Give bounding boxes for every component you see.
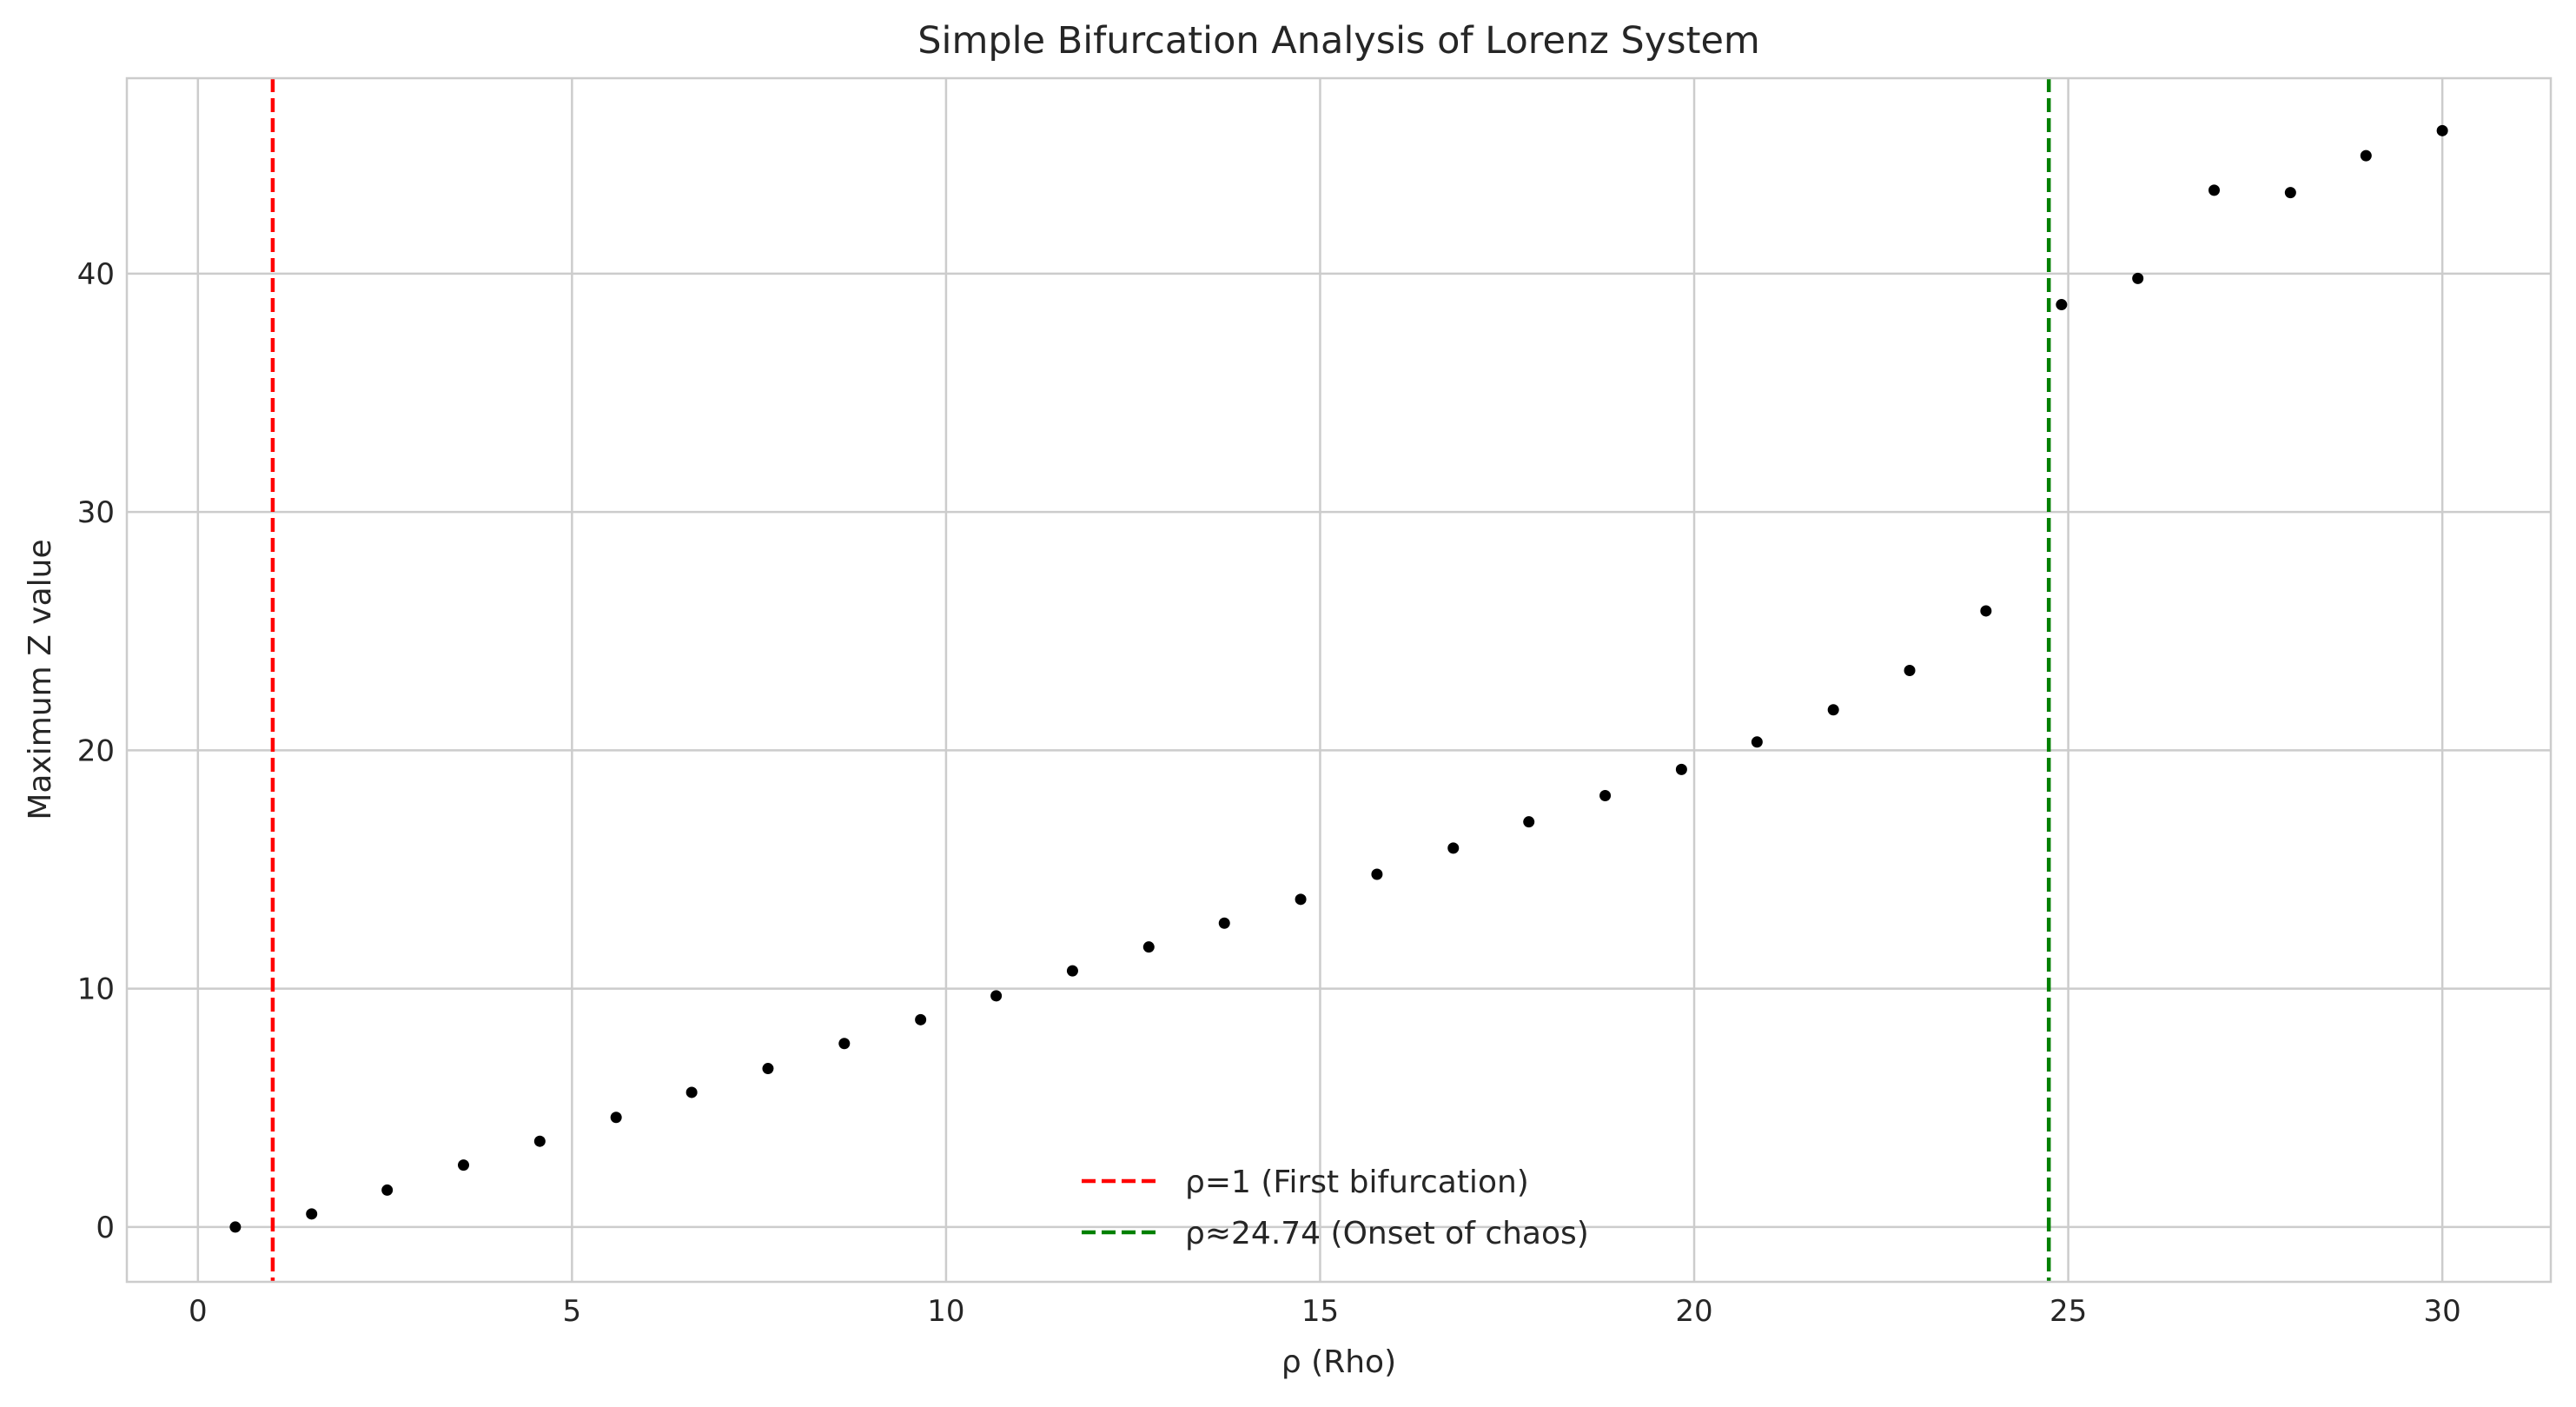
y-tick-labels: 0 10 20 30 40 xyxy=(77,257,115,1245)
data-point xyxy=(1751,736,1763,748)
y-tick-label: 30 xyxy=(77,495,115,530)
data-point xyxy=(762,1063,774,1075)
x-tick-label: 30 xyxy=(2424,1294,2461,1329)
data-point xyxy=(990,990,1003,1002)
data-point xyxy=(381,1184,394,1196)
data-point xyxy=(1447,842,1460,854)
data-point xyxy=(2056,299,2068,311)
data-point xyxy=(685,1086,698,1098)
y-tick-label: 10 xyxy=(77,972,115,1007)
legend-label-onset-of-chaos: ρ≈24.74 (Onset of chaos) xyxy=(1185,1216,1589,1251)
data-point xyxy=(1980,605,1992,617)
data-point xyxy=(1599,790,1612,802)
y-axis-label: Maximum Z value xyxy=(23,539,58,820)
data-point xyxy=(1675,763,1687,775)
x-tick-label: 20 xyxy=(1675,1294,1712,1329)
x-tick-label: 15 xyxy=(1301,1294,1339,1329)
data-point xyxy=(2360,149,2372,162)
chart-title: Simple Bifurcation Analysis of Lorenz Sy… xyxy=(917,19,1760,63)
data-point xyxy=(1066,965,1078,977)
x-tick-label: 10 xyxy=(927,1294,964,1329)
y-tick-label: 40 xyxy=(77,257,115,292)
data-point xyxy=(229,1221,242,1233)
data-point xyxy=(1295,893,1307,906)
data-point xyxy=(2132,272,2144,284)
x-tick-label: 5 xyxy=(563,1294,582,1329)
data-point xyxy=(1142,941,1155,953)
data-point xyxy=(610,1112,622,1124)
data-point xyxy=(1523,816,1535,828)
x-tick-label: 25 xyxy=(2050,1294,2087,1329)
data-point xyxy=(838,1038,851,1050)
legend: ρ=1 (First bifurcation) ρ≈24.74 (Onset o… xyxy=(1082,1165,1589,1251)
data-point xyxy=(915,1013,927,1025)
data-point xyxy=(458,1159,469,1171)
y-tick-label: 20 xyxy=(77,733,115,768)
data-points xyxy=(229,124,2448,1233)
y-tick-label: 0 xyxy=(96,1211,115,1245)
data-point xyxy=(1904,665,1916,677)
legend-label-first-bifurcation: ρ=1 (First bifurcation) xyxy=(1185,1165,1529,1200)
data-point xyxy=(533,1135,546,1147)
grid xyxy=(127,78,2551,1282)
data-point xyxy=(2284,187,2296,199)
data-point xyxy=(306,1208,318,1220)
data-point xyxy=(1218,917,1230,929)
x-tick-label: 0 xyxy=(189,1294,208,1329)
reference-lines xyxy=(270,78,2051,1282)
x-tick-labels: 0 5 10 15 20 25 30 xyxy=(189,1294,2461,1329)
data-point xyxy=(2436,124,2448,136)
plot-frame xyxy=(125,76,2553,1284)
data-point xyxy=(2208,184,2220,196)
x-axis-label: ρ (Rho) xyxy=(1281,1344,1396,1380)
data-point xyxy=(1371,868,1383,880)
data-point xyxy=(1827,704,1839,716)
